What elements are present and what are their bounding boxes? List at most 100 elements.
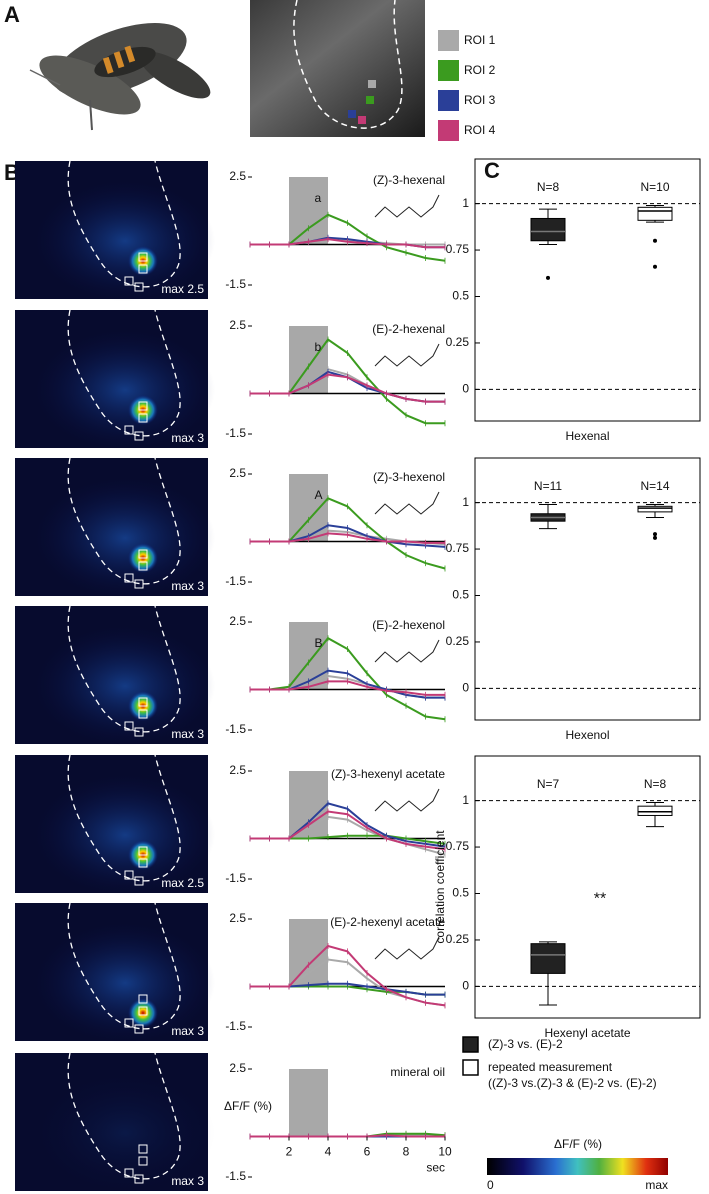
y-tick-label: 0 [462, 681, 469, 695]
odor-label: (E)-2-hexenol [372, 618, 445, 632]
odor-label: (E)-2-hexenyl acetate [330, 915, 445, 929]
group-label: Hexenyl acetate [544, 1026, 630, 1040]
y-tick-label: 0.25 [446, 335, 470, 349]
outlier [653, 535, 657, 540]
max-label: max 3 [171, 727, 204, 741]
roi-box [124, 870, 134, 880]
roi-box [138, 858, 148, 868]
roi-box [134, 1174, 144, 1184]
group-label: Hexenol [565, 728, 609, 742]
roi-box [134, 431, 144, 441]
y-tick-label: 0.25 [446, 634, 470, 648]
outlier [546, 275, 550, 280]
roi-box [124, 276, 134, 286]
roi-box [134, 1024, 144, 1034]
roi-box [124, 573, 134, 583]
legend-label: ROI 2 [464, 63, 496, 77]
x-tick-label: 8 [403, 1145, 410, 1159]
x-axis-label: sec [426, 1161, 445, 1175]
structure [374, 194, 440, 218]
roi-box [138, 994, 148, 1004]
heatmap-haze [35, 1073, 215, 1193]
y-axis-label: ΔF/F (%) [224, 1099, 272, 1113]
glomerulus-outline [67, 309, 181, 437]
y-tick-label: 2.5 [229, 318, 246, 332]
legend-label: ROI 1 [464, 33, 496, 47]
glomerulus-outline [67, 605, 181, 733]
outlier [653, 532, 657, 537]
colorbar-min: 0 [487, 1178, 494, 1192]
roi-box [138, 252, 148, 262]
roi-square [348, 110, 356, 118]
legend-sublabel: ((Z)-3 vs.(Z)-3 & (E)-2 vs. (E)-2) [488, 1076, 657, 1090]
colorbar-title: ΔF/F (%) [554, 1137, 602, 1151]
plot-frame [474, 755, 701, 1019]
heatmap [15, 309, 215, 450]
roi-box [124, 425, 134, 435]
peak-label: a [315, 191, 322, 205]
y-tick-label: 1 [462, 793, 469, 807]
y-tick-label: -1.5 [225, 1169, 246, 1183]
heatmap [15, 754, 215, 895]
structure [374, 639, 440, 663]
x-tick-label: 4 [325, 1145, 332, 1159]
significance: ** [594, 891, 606, 908]
y-tick-label: -1.5 [225, 871, 246, 885]
roi-square [368, 80, 376, 88]
roi-box [138, 561, 148, 571]
y-tick-label: 1 [462, 196, 469, 210]
y-tick-label: 2.5 [229, 763, 246, 777]
moth-illustration [29, 23, 211, 131]
y-tick-label: 0.75 [446, 541, 470, 555]
odor-label: (Z)-3-hexenyl acetate [331, 767, 445, 781]
peak-label: B [315, 636, 323, 650]
odor-label: mineral oil [390, 1065, 445, 1079]
box [637, 206, 673, 221]
max-label: max 3 [171, 1174, 204, 1188]
n-label: N=14 [640, 479, 669, 493]
legend-swatch [438, 30, 459, 51]
panel-label: A [4, 2, 20, 27]
box [637, 805, 673, 816]
glomerulus-outline [67, 457, 181, 585]
roi-box [138, 709, 148, 719]
max-label: max 3 [171, 1024, 204, 1038]
roi-box [138, 1144, 148, 1154]
max-label: max 2.5 [161, 876, 204, 890]
roi-box [138, 1156, 148, 1166]
max-label: max 3 [171, 579, 204, 593]
legend-label: (Z)-3 vs. (E)-2 [488, 1037, 563, 1051]
outlier [653, 238, 657, 243]
x-tick-label: 6 [364, 1145, 371, 1159]
odor-label: (Z)-3-hexenal [373, 173, 445, 187]
y-tick-label: -1.5 [225, 1019, 246, 1033]
y-tick-label: 0 [462, 382, 469, 396]
structure [374, 936, 440, 960]
heatmap-haze [35, 626, 215, 746]
roi-box [134, 876, 144, 886]
legend-label: ROI 4 [464, 123, 496, 137]
y-tick-label: -1.5 [225, 277, 246, 291]
structure [374, 788, 440, 812]
legend-label: ROI 3 [464, 93, 496, 107]
y-tick-label: 0 [462, 979, 469, 993]
roi-square [358, 116, 366, 124]
roi-box [138, 1006, 148, 1016]
x-tick-label: 2 [286, 1145, 293, 1159]
roi-box [124, 721, 134, 731]
roi-box [138, 846, 148, 856]
colorbar-max: max [645, 1178, 668, 1192]
roi-box [138, 697, 148, 707]
roi-square [366, 96, 374, 104]
y-axis-label: correlation coefficient [433, 830, 447, 944]
y-tick-label: 2.5 [229, 911, 246, 925]
heatmap-haze [35, 775, 215, 895]
odor-label: (E)-2-hexenal [372, 322, 445, 336]
y-tick-label: 2.5 [229, 614, 246, 628]
roi-box [138, 549, 148, 559]
structure [374, 491, 440, 515]
odor-label: (Z)-3-hexenol [373, 470, 445, 484]
peak-label: b [315, 340, 322, 354]
roi-box [134, 282, 144, 292]
